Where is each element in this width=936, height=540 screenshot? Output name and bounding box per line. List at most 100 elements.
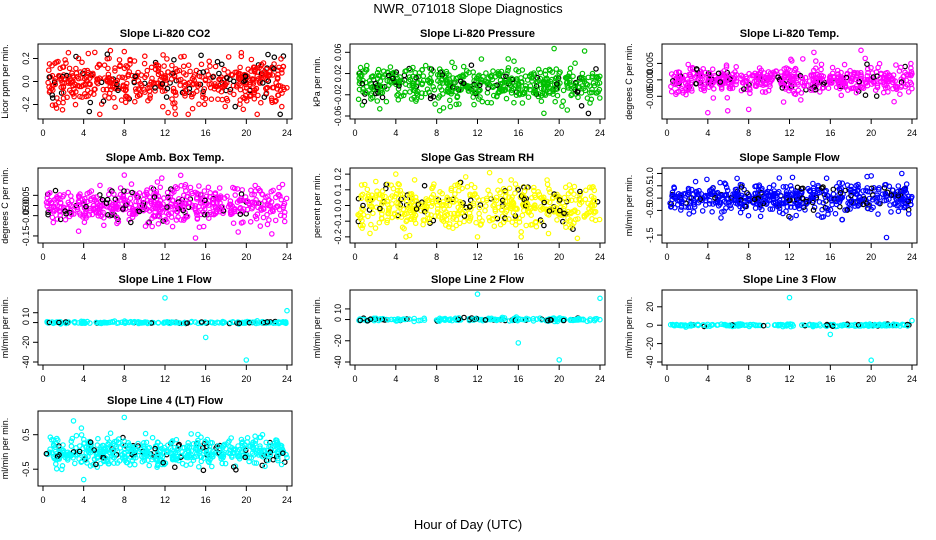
data-point (361, 98, 368, 105)
data-point (810, 198, 817, 204)
data-point (890, 187, 896, 194)
data-point (572, 208, 578, 215)
data-point (54, 216, 61, 222)
data-point (434, 195, 441, 202)
data-point (893, 62, 899, 68)
data-point (476, 204, 483, 211)
panel-title: Slope Amb. Box Temp. (106, 152, 225, 164)
data-point (673, 91, 679, 98)
data-point (160, 52, 166, 58)
data-point (675, 79, 682, 86)
x-tick-label: 12 (472, 128, 482, 138)
data-point (506, 194, 512, 200)
data-point (389, 214, 395, 221)
data-point (74, 74, 80, 80)
data-point (740, 86, 747, 92)
data-point (355, 195, 362, 202)
data-point (827, 331, 834, 338)
data-point (692, 178, 699, 185)
data-point (251, 68, 258, 75)
data-point (278, 103, 285, 110)
data-point (227, 198, 234, 204)
x-tick-label: 20 (241, 495, 251, 505)
data-point (482, 203, 489, 209)
data-point (810, 185, 817, 192)
data-point (812, 65, 819, 72)
data-point (444, 211, 451, 218)
data-point (225, 54, 232, 60)
data-point (63, 72, 70, 79)
data-point (95, 435, 101, 442)
data-point (92, 86, 98, 93)
data-point (356, 86, 363, 93)
x-tick-label: 24 (907, 252, 917, 262)
data-point (251, 87, 258, 94)
data-point (706, 75, 713, 81)
data-point (710, 95, 717, 101)
data-point (144, 206, 150, 212)
data-point (410, 64, 416, 71)
data-point (515, 340, 522, 346)
data-point (887, 202, 893, 208)
data-point (560, 87, 567, 94)
data-point (544, 177, 550, 183)
data-point (470, 200, 477, 207)
data-point (463, 71, 469, 78)
data-point (376, 219, 383, 226)
data-point (113, 79, 120, 86)
data-point (122, 99, 129, 106)
data-point (257, 99, 264, 106)
x-tick-label: 0 (664, 128, 669, 138)
data-point (125, 94, 131, 101)
data-point (57, 73, 63, 80)
data-point (268, 231, 275, 237)
data-point (898, 204, 904, 210)
data-point (251, 191, 258, 198)
data-point (105, 212, 111, 218)
data-point (399, 191, 406, 197)
data-point (733, 64, 740, 70)
data-point (864, 188, 871, 195)
data-point (72, 460, 78, 467)
data-point (767, 74, 774, 81)
data-point (208, 81, 215, 87)
data-point (780, 210, 786, 217)
data-point (363, 84, 370, 90)
data-point (118, 97, 125, 103)
data-point (184, 193, 191, 200)
data-point (127, 61, 133, 67)
data-point (201, 188, 208, 194)
data-point (897, 91, 903, 98)
data-point (510, 199, 516, 206)
data-point (361, 181, 368, 188)
data-point (677, 207, 684, 213)
data-point (541, 110, 547, 117)
data-point (70, 418, 77, 424)
data-point (908, 65, 914, 72)
data-point (49, 102, 56, 109)
data-point (471, 101, 477, 108)
data-point (112, 196, 119, 203)
data-point (243, 197, 250, 204)
y-axis-label: degrees C per min. (624, 43, 634, 120)
data-point (194, 194, 200, 201)
x-tick-label: 0 (40, 374, 45, 384)
x-tick-label: 0 (664, 374, 669, 384)
data-point (403, 68, 410, 74)
data-point (848, 186, 855, 193)
data-point (53, 195, 59, 202)
panel-title: Slope Line 1 Flow (119, 274, 212, 286)
data-point (449, 59, 455, 66)
data-point (852, 203, 858, 209)
panel-title: Slope Gas Stream RH (421, 152, 534, 164)
y-tick-label: 0.05 (21, 187, 31, 205)
data-point (209, 196, 216, 203)
data-point (722, 192, 729, 199)
data-point (84, 67, 91, 74)
data-point (112, 205, 119, 211)
data-point (582, 187, 589, 194)
data-point (162, 74, 169, 81)
data-point (799, 75, 806, 82)
panel-title: Slope Li-820 Temp. (740, 28, 839, 40)
data-point (440, 218, 447, 224)
